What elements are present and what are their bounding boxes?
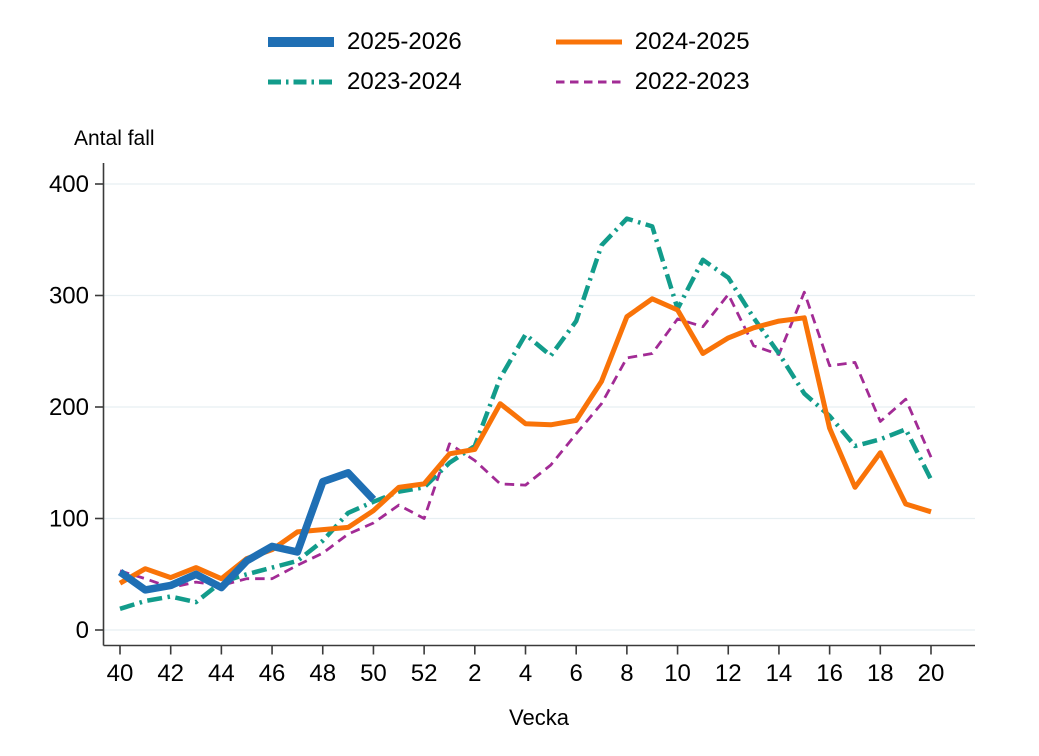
legend-item-2022-2023: 2022-2023 <box>555 66 750 98</box>
chart-legend: 2025-2026 2024-2025 2023-2024 2022-2023 <box>268 26 750 98</box>
series-line-2024-2025 <box>118 296 932 586</box>
series-line-2025-2026 <box>117 469 377 594</box>
x-tick-label: 2 <box>468 660 481 687</box>
x-tick-label: 42 <box>157 660 184 687</box>
x-axis-title: Vecka <box>509 705 569 730</box>
legend-item-2024-2025: 2024-2025 <box>555 26 750 58</box>
x-tick-label: 52 <box>411 660 438 687</box>
legend-line-icon <box>268 37 334 47</box>
x-tick-label: 10 <box>664 660 691 687</box>
y-tick-label: 300 <box>49 283 89 310</box>
legend-line-icon <box>555 39 622 45</box>
x-tick-label: 46 <box>259 660 286 687</box>
y-tick-label: 200 <box>49 394 89 421</box>
x-tick-label: 40 <box>107 660 134 687</box>
y-tick-label: 400 <box>49 171 89 198</box>
legend-label: 2022-2023 <box>634 68 750 95</box>
x-tick-label: 6 <box>570 660 583 687</box>
legend-item-2023-2024: 2023-2024 <box>268 66 462 98</box>
x-tick-label: 44 <box>208 660 235 687</box>
y-tick-label: 100 <box>49 506 89 533</box>
x-tick-label: 16 <box>816 660 843 687</box>
x-tick-label: 48 <box>309 660 336 687</box>
legend-line-icon <box>268 79 334 85</box>
legend-label: 2025-2026 <box>347 28 462 55</box>
x-tick-label: 12 <box>715 660 742 687</box>
legend-label: 2024-2025 <box>634 28 750 55</box>
x-tick-label: 50 <box>360 660 387 687</box>
x-tick-label: 8 <box>620 660 633 687</box>
series-line-2022-2023 <box>119 290 933 589</box>
series-line-2023-2024 <box>119 216 934 611</box>
x-tick-label: 18 <box>867 660 894 687</box>
x-tick-label: 20 <box>918 660 945 687</box>
y-axis-title: Antal fall <box>74 127 155 150</box>
legend-label: 2023-2024 <box>347 68 462 95</box>
legend-line-icon <box>555 80 622 84</box>
x-tick-label: 4 <box>519 660 532 687</box>
x-tick-label: 14 <box>766 660 793 687</box>
y-tick-label: 0 <box>76 617 89 644</box>
legend-item-2025-2026: 2025-2026 <box>268 26 462 58</box>
